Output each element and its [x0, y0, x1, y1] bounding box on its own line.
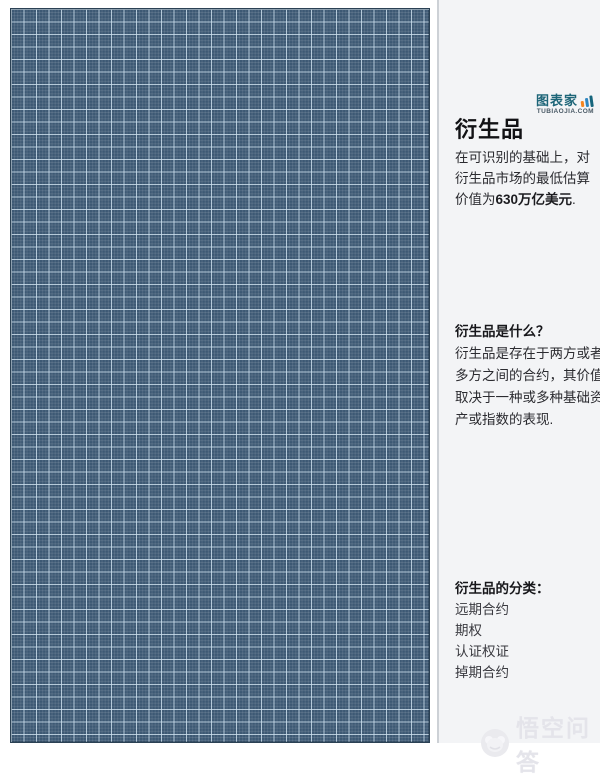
- types-list: 远期合约 期权 认证权证 掉期合约: [455, 599, 600, 683]
- section-what-is: 衍生品是什么？ 衍生品是存在于两方或者 多方之间的合约，其价值 取决于一种或多种…: [455, 321, 600, 431]
- section-what-line: 多方之间的合约，其价值: [455, 368, 600, 383]
- highlight-value: 630万亿美元: [495, 192, 573, 207]
- grid-background-panel: [10, 8, 430, 743]
- monkey-circle-icon: [480, 728, 510, 758]
- section-types-heading: 衍生品的分类：: [455, 581, 550, 596]
- page-title: 衍生品: [455, 117, 525, 142]
- watermark-text: 悟空问答: [516, 715, 591, 775]
- intro-line: 价值为630万亿美元.: [455, 192, 576, 207]
- section-types: 衍生品的分类： 远期合约 期权 认证权证 掉期合约: [455, 578, 600, 683]
- list-item: 认证权证: [455, 644, 509, 659]
- bar-chart-icon: [580, 95, 594, 108]
- section-what-line: 产或指数的表现.: [455, 412, 554, 427]
- section-what-line: 取决于一种或多种基础资: [455, 390, 600, 405]
- intro-line: 在可识别的基础上，对: [455, 150, 590, 165]
- list-item: 远期合约: [455, 602, 509, 617]
- brand-logo: 图表家 TUBIAOJIA.COM: [535, 93, 594, 116]
- sidebar: 图表家 TUBIAOJIA.COM 衍生品 在可识别的基础上，对 衍生品市场的最…: [439, 0, 600, 775]
- list-item: 掉期合约: [455, 665, 509, 680]
- brand-domain: TUBIAOJIA.COM: [536, 108, 594, 116]
- list-item: 期权: [455, 623, 482, 638]
- intro-paragraph: 在可识别的基础上，对 衍生品市场的最低估算 价值为630万亿美元.: [455, 147, 600, 210]
- section-what-heading: 衍生品是什么？: [455, 324, 550, 339]
- intro-line: 衍生品市场的最低估算: [455, 171, 590, 186]
- brand-name: 图表家: [535, 93, 578, 108]
- section-what-line: 衍生品是存在于两方或者: [455, 346, 600, 361]
- vertical-divider: [437, 0, 439, 743]
- watermark: 悟空问答: [480, 709, 600, 777]
